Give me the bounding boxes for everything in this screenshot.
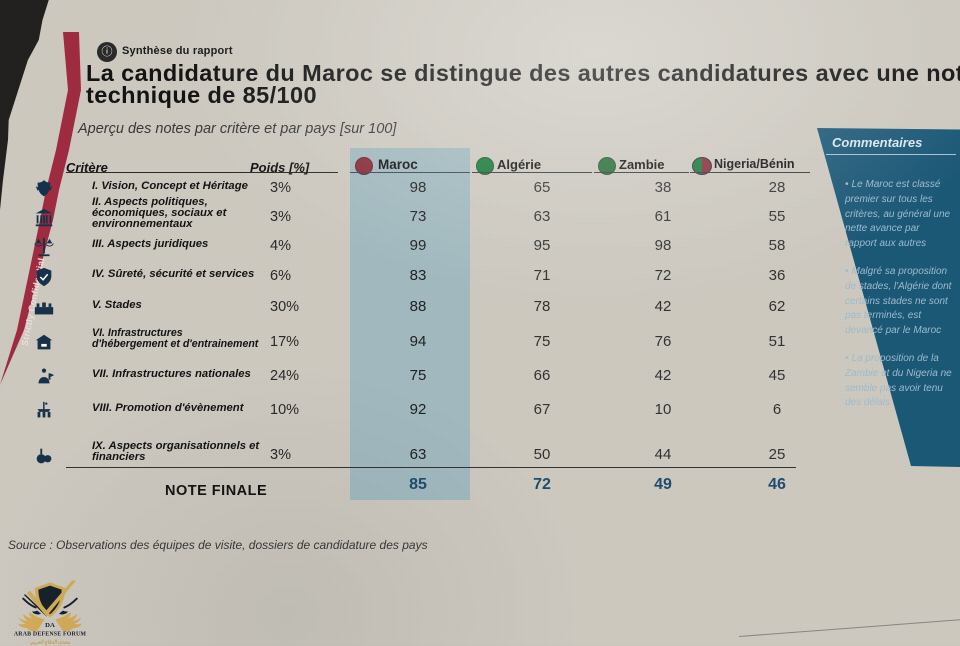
svg-text:منتدى الدفاع العربي: منتدى الدفاع العربي [30, 639, 70, 645]
svg-text:DA: DA [45, 622, 55, 629]
svg-text:ARAB DEFENSE FORUM: ARAB DEFENSE FORUM [14, 632, 87, 638]
